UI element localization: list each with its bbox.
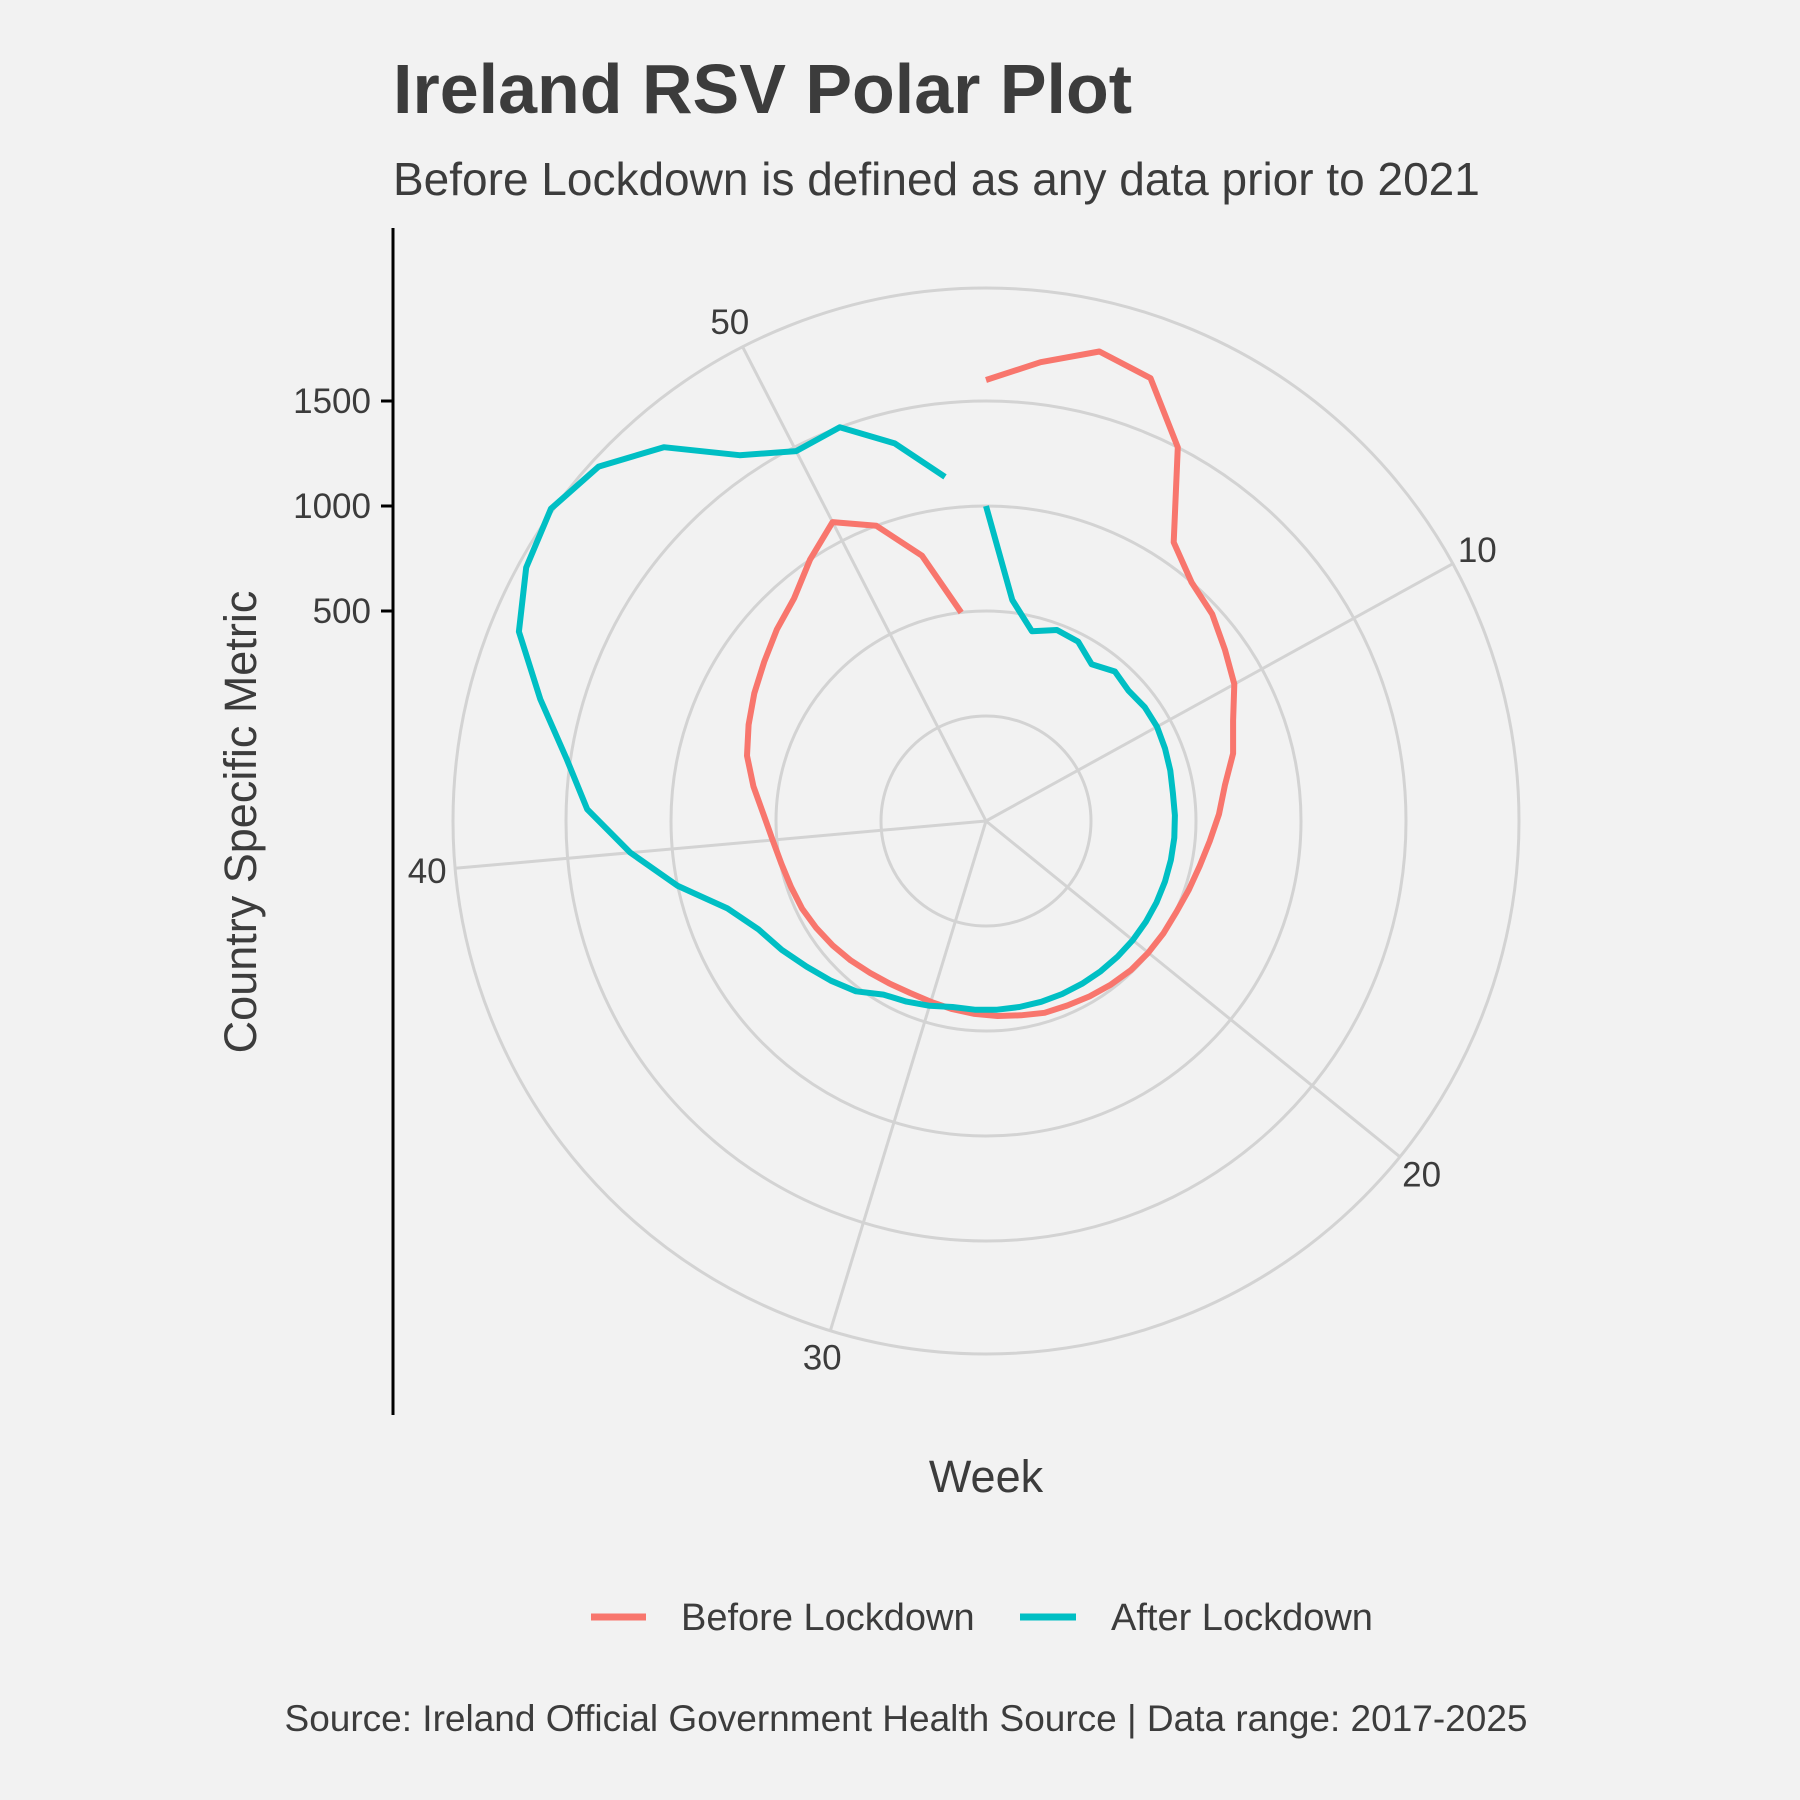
legend: Before Lockdown After Lockdown — [591, 1597, 1373, 1639]
grid — [451, 286, 1521, 1356]
legend-label-before: Before Lockdown — [681, 1597, 975, 1639]
series-line-after-lockdown — [515, 424, 1178, 1013]
chart-caption: Source: Ireland Official Government Heal… — [285, 1698, 1528, 1739]
y-axis-label: Country Specific Metric — [215, 591, 266, 1054]
chart-subtitle: Before Lockdown is defined as any data p… — [393, 153, 1480, 205]
theta-tick-label: 50 — [710, 303, 749, 342]
theta-tick-label: 30 — [803, 1339, 842, 1378]
x-axis-label: Week — [929, 1451, 1044, 1502]
series-line-before-lockdown — [744, 348, 1238, 1019]
chart-title: Ireland RSV Polar Plot — [393, 50, 1132, 128]
r-tick-labels: 500 1000 1500 — [293, 382, 393, 631]
grid-spoke — [454, 819, 987, 870]
theta-tick-label: 10 — [1458, 531, 1497, 570]
grid-spoke — [985, 562, 1454, 823]
grid-spoke — [741, 346, 988, 822]
grid-spoke — [828, 820, 988, 1332]
theta-tick-labels: 10 20 30 40 50 — [408, 303, 1497, 1378]
grid-ring — [774, 609, 1198, 1033]
grid-ring — [879, 714, 1093, 928]
grid-ring-outer — [451, 286, 1521, 1356]
grid-ring — [564, 399, 1408, 1243]
r-tick-label: 1000 — [293, 487, 371, 526]
r-tick-label: 500 — [313, 592, 371, 631]
series-layer — [515, 348, 1238, 1019]
theta-tick-label: 40 — [408, 852, 447, 891]
grid-spoke — [985, 819, 1401, 1158]
theta-tick-label: 20 — [1402, 1156, 1441, 1195]
legend-label-after: After Lockdown — [1111, 1597, 1373, 1639]
r-tick-label: 1500 — [293, 382, 371, 421]
